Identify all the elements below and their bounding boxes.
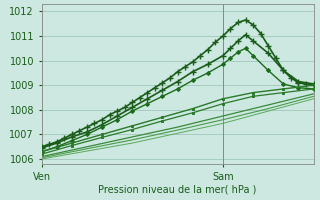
X-axis label: Pression niveau de la mer( hPa ): Pression niveau de la mer( hPa )	[99, 184, 257, 194]
